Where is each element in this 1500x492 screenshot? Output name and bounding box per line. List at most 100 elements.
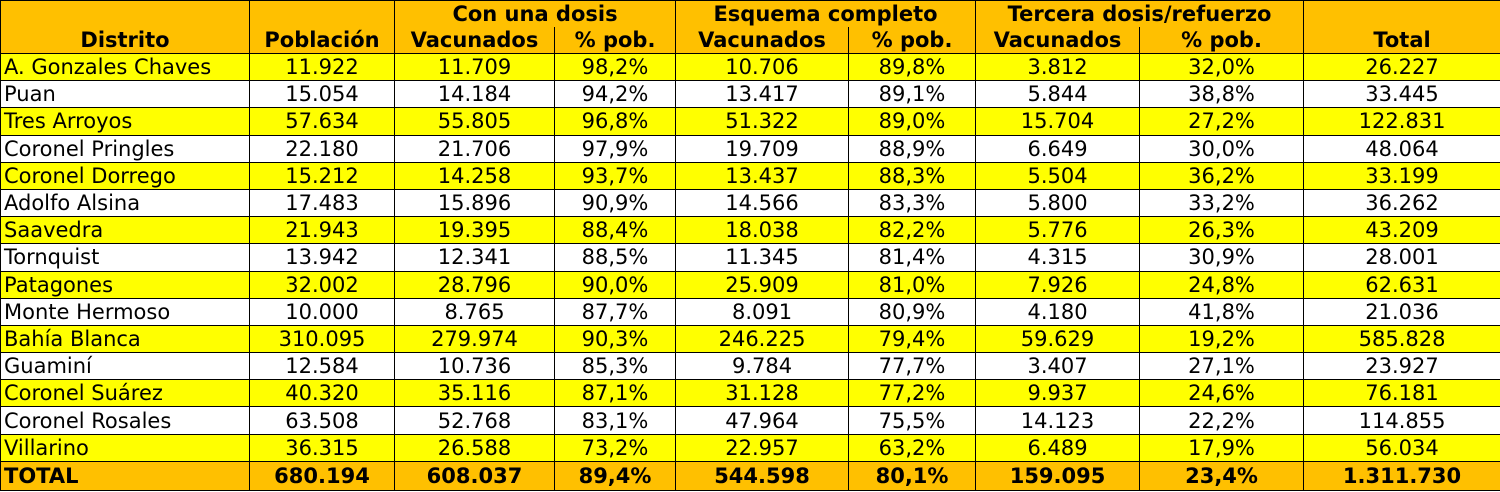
cell-d3-vacunados: 6.489 xyxy=(975,433,1141,462)
cell-total: 33.445 xyxy=(1303,80,1500,109)
table-row: A. Gonzales Chaves 11.922 11.709 98,2% 1… xyxy=(0,52,1500,82)
cell-d2-vacunados: 10.706 xyxy=(675,52,850,82)
cell-d2-pct: 77,2% xyxy=(848,379,977,408)
table-row: Tornquist 13.942 12.341 88,5% 11.345 81,… xyxy=(0,243,1500,272)
cell-poblacion: 12.584 xyxy=(249,352,395,381)
cell-distrito: A. Gonzales Chaves xyxy=(0,52,250,82)
cell-d1-pct: 88,4% xyxy=(553,216,677,245)
total-total: 1.311.730 xyxy=(1303,460,1500,491)
header-d3-vacunados: Vacunados xyxy=(975,27,1141,54)
cell-d3-vacunados: 6.649 xyxy=(975,134,1141,163)
cell-poblacion: 10.000 xyxy=(249,297,395,326)
header-distrito: Distrito xyxy=(0,0,250,54)
header-group-tercera-dosis: Tercera dosis/refuerzo xyxy=(975,0,1305,27)
cell-d1-vacunados: 28.796 xyxy=(394,270,555,299)
cell-poblacion: 21.943 xyxy=(249,216,395,245)
cell-d1-vacunados: 55.805 xyxy=(394,107,555,136)
cell-d1-vacunados: 26.588 xyxy=(394,433,555,462)
cell-d1-pct: 73,2% xyxy=(553,433,677,462)
cell-distrito: Tornquist xyxy=(0,243,250,272)
cell-d3-pct: 27,1% xyxy=(1139,352,1305,381)
cell-d2-vacunados: 8.091 xyxy=(675,297,850,326)
cell-total: 21.036 xyxy=(1303,297,1500,326)
table-row: Monte Hermoso 10.000 8.765 87,7% 8.091 8… xyxy=(0,297,1500,326)
cell-d2-pct: 83,3% xyxy=(848,188,977,218)
cell-poblacion: 63.508 xyxy=(249,406,395,435)
cell-distrito: Saavedra xyxy=(0,216,250,245)
cell-d1-vacunados: 279.974 xyxy=(394,324,555,354)
cell-d1-pct: 94,2% xyxy=(553,80,677,109)
cell-d1-pct: 90,9% xyxy=(553,188,677,218)
table-row: Tres Arroyos 57.634 55.805 96,8% 51.322 … xyxy=(0,107,1500,136)
table-row: Villarino 36.315 26.588 73,2% 22.957 63,… xyxy=(0,433,1500,462)
cell-d2-vacunados: 31.128 xyxy=(675,379,850,408)
cell-d3-pct: 24,8% xyxy=(1139,270,1305,299)
cell-d2-pct: 77,7% xyxy=(848,352,977,381)
cell-d2-pct: 89,1% xyxy=(848,80,977,109)
cell-total: 43.209 xyxy=(1303,216,1500,245)
cell-poblacion: 310.095 xyxy=(249,324,395,354)
total-d1-pct: 89,4% xyxy=(553,460,677,491)
cell-d3-pct: 19,2% xyxy=(1139,324,1305,354)
cell-d3-vacunados: 15.704 xyxy=(975,107,1141,136)
cell-total: 76.181 xyxy=(1303,379,1500,408)
cell-poblacion: 13.942 xyxy=(249,243,395,272)
cell-d1-vacunados: 8.765 xyxy=(394,297,555,326)
header-d3-pct: % pob. xyxy=(1139,27,1305,54)
cell-d3-vacunados: 5.504 xyxy=(975,161,1141,190)
cell-poblacion: 36.315 xyxy=(249,433,395,462)
cell-poblacion: 15.054 xyxy=(249,80,395,109)
table-header: Distrito Población Con una dosis Esquema… xyxy=(0,0,1500,54)
table-row: Coronel Rosales 63.508 52.768 83,1% 47.9… xyxy=(0,406,1500,435)
cell-poblacion: 15.212 xyxy=(249,161,395,190)
cell-distrito: Adolfo Alsina xyxy=(0,188,250,218)
cell-d2-vacunados: 47.964 xyxy=(675,406,850,435)
total-d3-pct: 23,4% xyxy=(1139,460,1305,491)
cell-d2-pct: 88,3% xyxy=(848,161,977,190)
cell-d1-pct: 88,5% xyxy=(553,243,677,272)
cell-total: 585.828 xyxy=(1303,324,1500,354)
cell-total: 114.855 xyxy=(1303,406,1500,435)
table-row: Patagones 32.002 28.796 90,0% 25.909 81,… xyxy=(0,270,1500,299)
header-poblacion: Población xyxy=(249,0,395,54)
cell-distrito: Bahía Blanca xyxy=(0,324,250,354)
cell-distrito: Monte Hermoso xyxy=(0,297,250,326)
cell-d3-pct: 30,0% xyxy=(1139,134,1305,163)
cell-d3-vacunados: 3.407 xyxy=(975,352,1141,381)
cell-d1-vacunados: 21.706 xyxy=(394,134,555,163)
table-row: Guaminí 12.584 10.736 85,3% 9.784 77,7% … xyxy=(0,352,1500,381)
total-label: TOTAL xyxy=(0,460,250,491)
cell-d2-pct: 88,9% xyxy=(848,134,977,163)
cell-d1-pct: 96,8% xyxy=(553,107,677,136)
cell-distrito: Coronel Dorrego xyxy=(0,161,250,190)
cell-d1-pct: 90,3% xyxy=(553,324,677,354)
cell-d2-vacunados: 22.957 xyxy=(675,433,850,462)
table-row: Coronel Dorrego 15.212 14.258 93,7% 13.4… xyxy=(0,161,1500,190)
cell-d3-vacunados: 59.629 xyxy=(975,324,1141,354)
cell-d3-pct: 41,8% xyxy=(1139,297,1305,326)
table-row: Coronel Suárez 40.320 35.116 87,1% 31.12… xyxy=(0,379,1500,408)
cell-d3-pct: 22,2% xyxy=(1139,406,1305,435)
cell-d2-pct: 75,5% xyxy=(848,406,977,435)
cell-d1-pct: 87,7% xyxy=(553,297,677,326)
cell-d3-vacunados: 4.180 xyxy=(975,297,1141,326)
cell-d1-pct: 97,9% xyxy=(553,134,677,163)
table-row: Coronel Pringles 22.180 21.706 97,9% 19.… xyxy=(0,134,1500,163)
header-group-una-dosis: Con una dosis xyxy=(393,0,677,27)
cell-d1-pct: 87,1% xyxy=(553,379,677,408)
cell-d1-vacunados: 10.736 xyxy=(394,352,555,381)
cell-total: 48.064 xyxy=(1303,134,1500,163)
totals-row: TOTAL 680.194 608.037 89,4% 544.598 80,1… xyxy=(0,460,1500,491)
cell-d2-vacunados: 13.417 xyxy=(675,80,850,109)
header-d2-pct: % pob. xyxy=(848,27,977,54)
table-row: Adolfo Alsina 17.483 15.896 90,9% 14.566… xyxy=(0,188,1500,218)
cell-d1-pct: 90,0% xyxy=(553,270,677,299)
cell-d2-vacunados: 13.437 xyxy=(675,161,850,190)
table-footer: TOTAL 680.194 608.037 89,4% 544.598 80,1… xyxy=(0,460,1500,491)
cell-d1-vacunados: 14.184 xyxy=(394,80,555,109)
cell-d3-pct: 26,3% xyxy=(1139,216,1305,245)
cell-poblacion: 11.922 xyxy=(249,52,395,82)
header-d1-vacunados: Vacunados xyxy=(394,27,555,54)
cell-d2-vacunados: 25.909 xyxy=(675,270,850,299)
